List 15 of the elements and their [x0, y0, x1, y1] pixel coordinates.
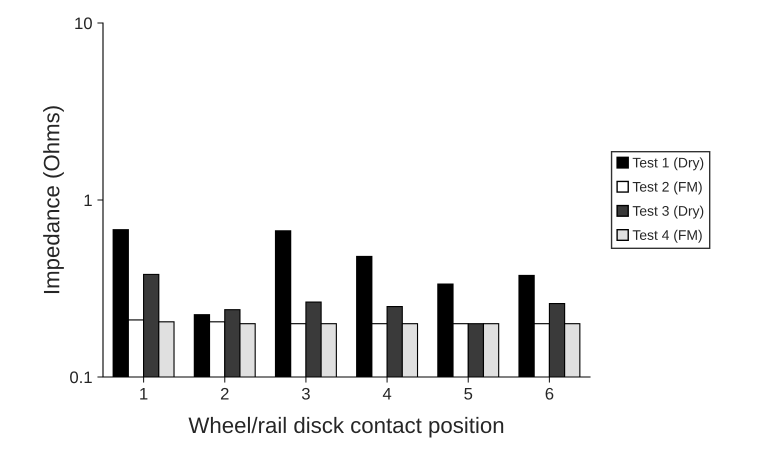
x-axis-title: Wheel/rail disck contact position — [188, 416, 504, 438]
legend-label: Test 1 (Dry) — [632, 157, 704, 170]
x-tick-label: 4 — [382, 388, 392, 400]
x-tick-label: 3 — [302, 388, 310, 400]
y-tick-label: 10 — [75, 17, 92, 30]
x-tick-label: 1 — [140, 388, 148, 400]
x-tick-label: 2 — [220, 388, 229, 400]
legend-label: Test 3 (Dry) — [632, 206, 704, 219]
legend-label: Test 4 (FM) — [632, 230, 702, 243]
legend-label: Test 2 (FM) — [632, 181, 702, 194]
y-tick-label: 0.1 — [70, 371, 92, 384]
y-tick-label: 1 — [84, 194, 92, 206]
x-tick-label: 6 — [546, 388, 554, 400]
x-tick-label: 5 — [464, 388, 472, 400]
y-axis-title: Impedance (Ohms) — [43, 106, 64, 294]
